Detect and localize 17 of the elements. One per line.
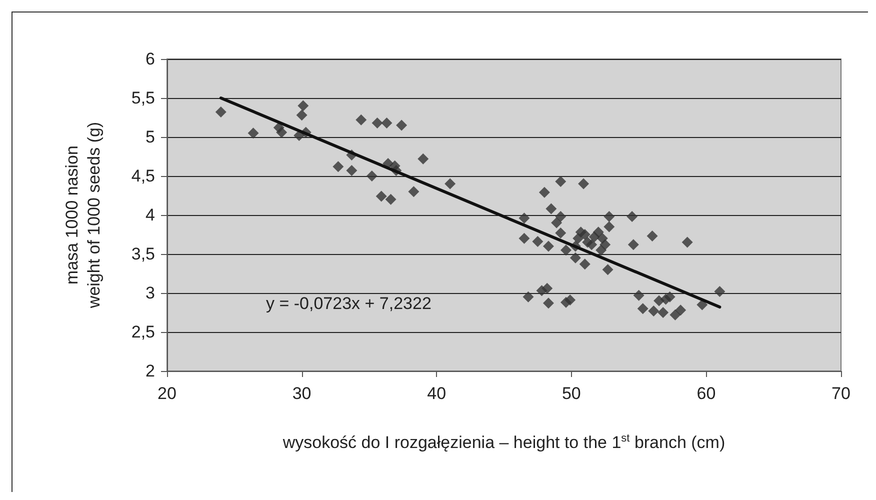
y-tick-label: 4,5 [131,166,155,186]
y-tick-label: 4 [146,206,155,224]
y-tick-label: 5,5 [131,88,155,108]
y-tick-label: 2 [146,362,155,380]
y-tick-label: 6 [146,50,155,68]
x-tick-label: 50 [562,384,581,403]
annotation: y = -0,0723x + 7,2322 [266,294,432,313]
x-tick-label: 40 [427,384,446,403]
x-tick-label: 60 [696,384,716,403]
y-tick-label: 3,5 [131,244,155,264]
x-tick-label: 20 [158,384,176,403]
y-tick-label: 3 [146,284,155,302]
x-tick-label: 70 [832,384,850,403]
y-axis-title: masa 1000 nasion weight of 1000 seeds (g) [62,122,104,310]
y-tick-label: 5 [146,128,155,146]
y-tick-label: 2,5 [131,322,155,342]
x-tick-label: 30 [292,384,312,403]
